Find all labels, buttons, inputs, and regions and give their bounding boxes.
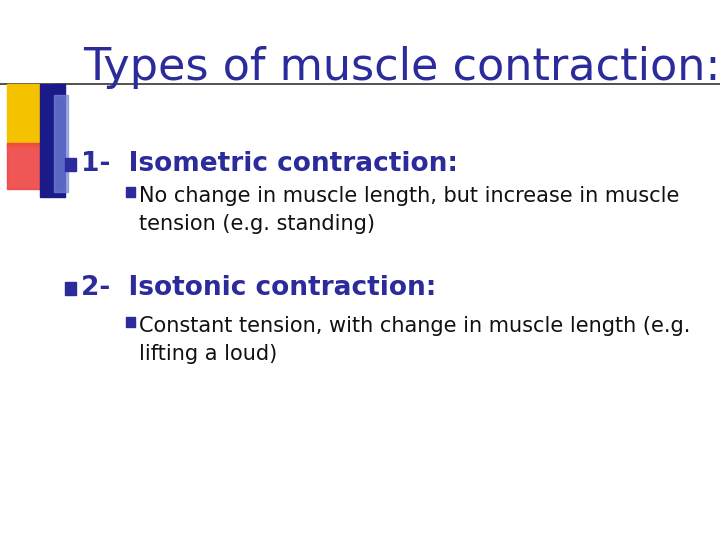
Text: Types of muscle contraction:: Types of muscle contraction: <box>83 46 720 89</box>
Text: 1-  Isometric contraction:: 1- Isometric contraction: <box>81 151 458 177</box>
Text: No change in muscle length, but increase in muscle
tension (e.g. standing): No change in muscle length, but increase… <box>139 186 680 234</box>
Text: 2-  Isotonic contraction:: 2- Isotonic contraction: <box>81 275 436 301</box>
Text: Constant tension, with change in muscle length (e.g.
lifting a loud): Constant tension, with change in muscle … <box>139 316 690 364</box>
